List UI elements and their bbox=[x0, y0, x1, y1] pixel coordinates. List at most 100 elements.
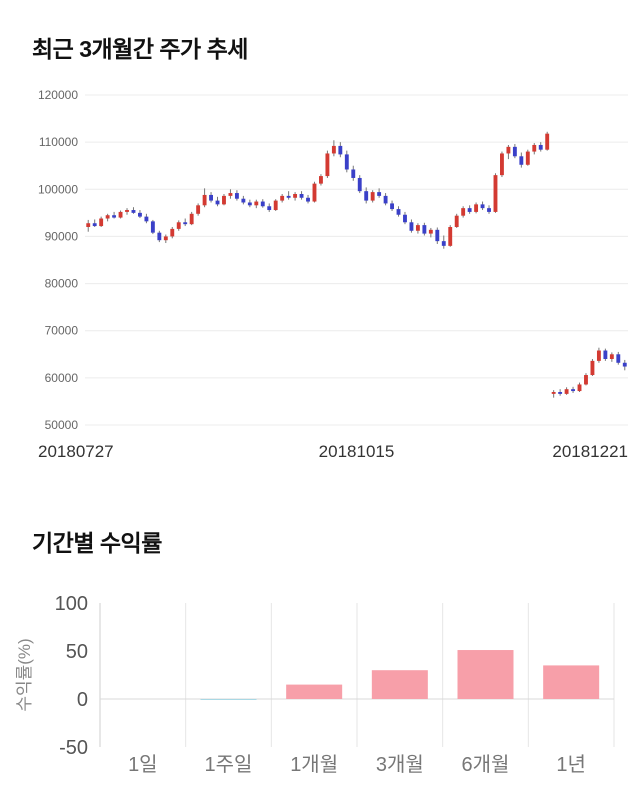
candle-body bbox=[228, 193, 233, 196]
candle-body bbox=[189, 213, 194, 225]
return-bar bbox=[371, 670, 428, 699]
return-bar bbox=[286, 684, 343, 699]
price-x-tick-label: 20181015 bbox=[319, 442, 395, 461]
candle-body bbox=[247, 202, 252, 206]
returns-bar-chart: 100 50 0 -50 1일 1주일 1개월 3개월 6개월 1년 수익률(%) bbox=[15, 593, 615, 776]
candle-body bbox=[506, 146, 511, 154]
price-y-tick-label: 60000 bbox=[45, 371, 79, 385]
candle-body bbox=[157, 232, 162, 241]
candle-body bbox=[441, 241, 446, 246]
candle-body bbox=[493, 175, 498, 212]
candle-body bbox=[357, 177, 362, 192]
candle-body bbox=[280, 195, 285, 201]
candle-body bbox=[105, 215, 110, 219]
candle-body bbox=[422, 225, 427, 234]
price-y-tick-label: 110000 bbox=[39, 135, 78, 149]
candle-body bbox=[415, 225, 420, 231]
returns-y-axis-title: 수익률(%) bbox=[15, 638, 34, 711]
candle-body bbox=[480, 204, 485, 209]
return-bar bbox=[200, 699, 257, 700]
returns-y-tick-label: 50 bbox=[66, 641, 88, 663]
candle-body bbox=[551, 392, 556, 394]
candle-body bbox=[383, 195, 388, 204]
candle-body bbox=[364, 191, 369, 201]
candle-body bbox=[286, 195, 291, 198]
price-y-tick-label: 70000 bbox=[45, 324, 79, 338]
price-y-tick-label: 90000 bbox=[45, 229, 79, 243]
candle-body bbox=[99, 218, 104, 227]
candle-body bbox=[125, 210, 129, 212]
candle-body bbox=[306, 197, 310, 202]
returns-category-label: 1개월 bbox=[290, 753, 338, 776]
price-chart-title: 최근 3개월간 주가 추세 bbox=[32, 36, 248, 62]
candle-body bbox=[86, 223, 91, 227]
candle-body bbox=[202, 194, 207, 206]
candle-body bbox=[500, 153, 504, 176]
returns-y-tick-label: 100 bbox=[55, 593, 88, 615]
candle-body bbox=[196, 205, 201, 214]
return-bar bbox=[543, 665, 600, 699]
price-y-tick-label: 120000 bbox=[38, 88, 78, 102]
returns-y-tick-label: -50 bbox=[59, 737, 88, 759]
candle-body bbox=[254, 201, 259, 206]
candle-body bbox=[112, 215, 117, 218]
returns-chart-title: 기간별 수익률 bbox=[32, 530, 162, 556]
returns-category-label: 1일 bbox=[128, 753, 158, 776]
candle-body bbox=[273, 200, 278, 211]
returns-category-label: 1주일 bbox=[205, 753, 253, 776]
candle-body bbox=[131, 210, 136, 213]
candle-body bbox=[609, 354, 614, 359]
candle-body bbox=[92, 223, 97, 227]
candle-body bbox=[545, 133, 550, 150]
candle-body bbox=[390, 203, 394, 210]
candle-body bbox=[596, 350, 601, 361]
candle-body bbox=[183, 222, 188, 225]
price-y-tick-label: 80000 bbox=[45, 277, 79, 291]
candle-body bbox=[267, 206, 272, 211]
candle-body bbox=[584, 375, 588, 385]
candle-body bbox=[312, 183, 317, 202]
candle-body bbox=[409, 222, 414, 231]
returns-y-tick-label: 0 bbox=[77, 689, 88, 711]
price-x-tick-label: 20180727 bbox=[38, 442, 114, 461]
returns-category-label: 1년 bbox=[556, 753, 586, 776]
candle-body bbox=[519, 156, 524, 165]
candle-body bbox=[577, 384, 582, 392]
candle-body bbox=[428, 229, 433, 234]
price-candlestick-chart: 120000 110000 100000 90000 80000 70000 60000 50… bbox=[38, 88, 628, 461]
candle-body bbox=[163, 236, 168, 241]
candle-body bbox=[467, 208, 472, 212]
candle-body bbox=[474, 204, 479, 212]
candle-body bbox=[150, 221, 155, 233]
candle-body bbox=[144, 216, 149, 222]
candle-body bbox=[525, 151, 530, 165]
candle-body bbox=[260, 201, 265, 207]
candle-body bbox=[209, 194, 213, 201]
candle-body bbox=[396, 209, 401, 215]
candle-body bbox=[215, 200, 220, 205]
candle-body bbox=[564, 389, 569, 394]
candle-body bbox=[435, 229, 440, 242]
candle-body bbox=[454, 215, 459, 227]
candle-body bbox=[487, 208, 491, 212]
price-x-tick-label: 20181221 bbox=[552, 442, 628, 461]
candle-body bbox=[319, 176, 323, 184]
candle-body bbox=[603, 350, 608, 359]
candle-body bbox=[590, 360, 595, 376]
candle-body bbox=[138, 212, 142, 217]
candle-body bbox=[222, 195, 226, 205]
returns-category-label: 3개월 bbox=[376, 753, 424, 776]
return-bar bbox=[457, 650, 514, 699]
candle-body bbox=[622, 362, 627, 367]
candle-body bbox=[448, 227, 453, 246]
candle-body bbox=[234, 193, 239, 199]
candle-body bbox=[571, 389, 575, 392]
candle-body bbox=[351, 169, 356, 178]
price-y-tick-label: 100000 bbox=[38, 182, 78, 196]
candle-body bbox=[293, 194, 298, 198]
candle-body bbox=[558, 392, 563, 394]
candle-body bbox=[512, 146, 517, 157]
candle-body bbox=[377, 192, 382, 196]
candle-body bbox=[176, 222, 181, 229]
